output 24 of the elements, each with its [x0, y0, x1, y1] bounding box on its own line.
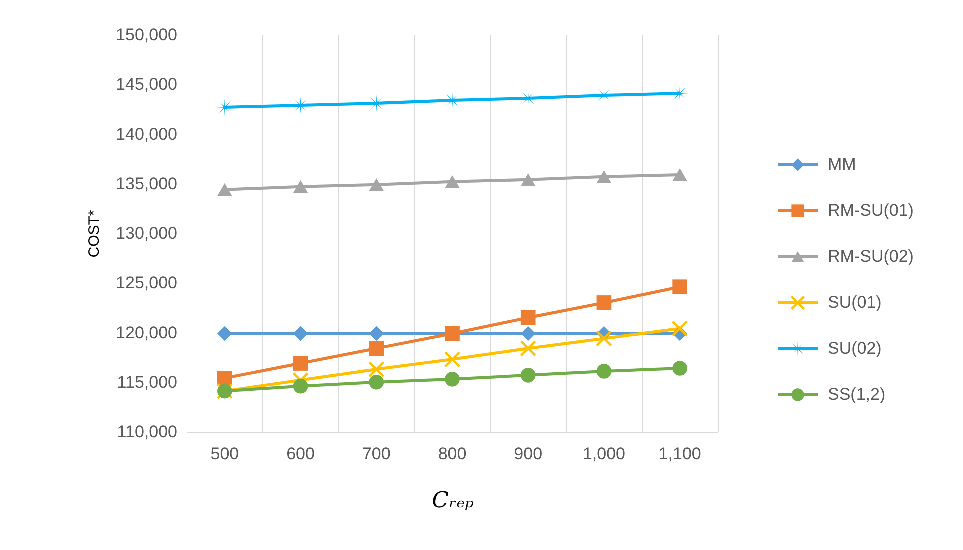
y-axis-title: COST* [86, 210, 104, 258]
y-tick-label: 130,000 [116, 224, 178, 243]
legend-label: SU(02) [828, 339, 882, 358]
legend-label: SU(01) [828, 293, 882, 312]
x-axis-title: Cᵣₑₚ [432, 488, 474, 514]
y-tick-label: 115,000 [117, 372, 178, 392]
legend-label: RM-SU(02) [828, 247, 914, 266]
y-tick-label: 110,000 [117, 422, 178, 442]
y-tick-label: 145,000 [116, 75, 178, 94]
y-tick-label: 150,000 [116, 26, 178, 44]
x-tick-label: 800 [438, 444, 467, 464]
x-tick-label: 700 [362, 444, 391, 464]
legend-label: SS(1,2) [828, 385, 886, 404]
x-tick-label: 900 [514, 444, 543, 464]
x-tick-label: 600 [286, 444, 315, 464]
y-tick-label: 140,000 [116, 124, 178, 144]
y-tick-label: 120,000 [116, 323, 178, 342]
legend-label: RM-SU(01) [828, 201, 914, 220]
y-tick-label: 135,000 [116, 174, 178, 194]
x-tick-label: 500 [210, 444, 240, 464]
y-tick-label: 125,000 [116, 274, 178, 293]
legend-label: MM [828, 155, 856, 174]
x-tick-label: 1,000 [582, 444, 626, 464]
x-tick-label: 1,100 [658, 444, 702, 464]
